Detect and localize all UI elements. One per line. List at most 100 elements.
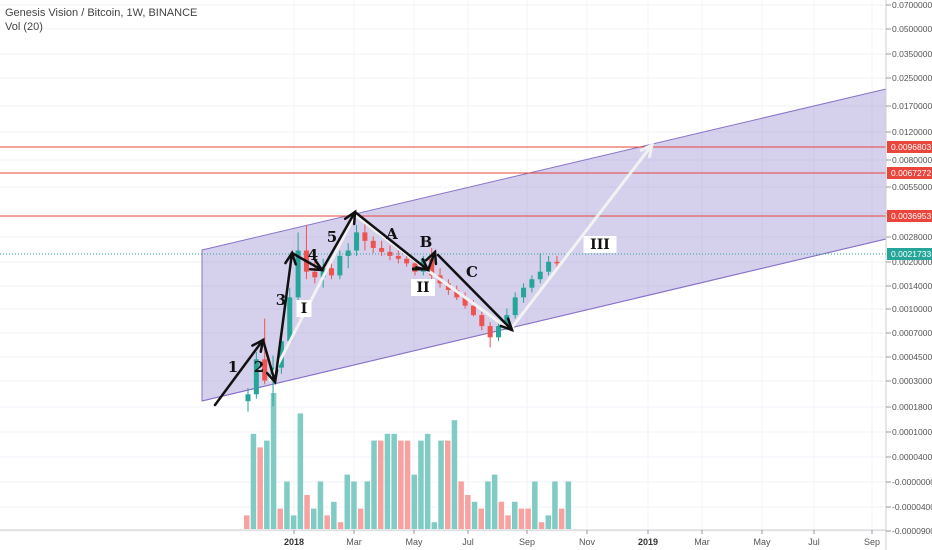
wave-label-box — [583, 236, 617, 253]
volume-bar — [304, 495, 310, 529]
time-tick-label: Mar — [346, 537, 362, 547]
candle-body — [329, 268, 334, 276]
volume-bar — [498, 501, 505, 529]
volume-bar — [404, 440, 411, 529]
wave-label: II — [416, 280, 429, 296]
price-tick-label: 0.0010000 — [892, 304, 932, 314]
candle-body — [295, 250, 301, 298]
volume-bar — [371, 440, 377, 529]
volume-bars — [244, 393, 572, 529]
candle-body — [312, 271, 318, 278]
price-tags: 0.0096803 0.0067272 0.0036953 0.0021733 — [887, 141, 932, 260]
candle-body — [345, 250, 351, 256]
volume-bar — [257, 447, 263, 529]
price-tick-label: 0.0250000 — [892, 73, 932, 83]
wave-label: I — [301, 301, 308, 317]
volume-bar — [478, 508, 484, 529]
volume-bar — [445, 440, 451, 529]
price-tick-label: 0.0003000 — [892, 376, 932, 386]
time-tick-label: May — [753, 537, 771, 547]
price-tick-label: -0.0000000 — [892, 477, 932, 487]
price-axis[interactable]: 0.0700000 0.0500000 0.0350000 0.0250000 0.01… — [886, 0, 932, 536]
price-tick-label: 0.0007000 — [892, 328, 932, 338]
symbol-title[interactable]: Genesis Vision / Bitcoin, 1W, BINANCE — [5, 7, 198, 19]
volume-bar — [357, 508, 364, 529]
volume-bar — [565, 481, 572, 529]
volume-bar — [331, 501, 337, 529]
candle-body — [429, 258, 435, 276]
time-tick-label: 2018 — [284, 537, 304, 547]
candle-body — [479, 315, 485, 327]
channel-lower-edge — [201, 238, 887, 402]
candle-body — [454, 289, 460, 298]
volume-bar — [538, 522, 545, 529]
time-tick-label: May — [405, 537, 423, 547]
candle-body — [537, 271, 543, 280]
volume-bar — [545, 515, 551, 529]
price-tag — [887, 210, 932, 222]
volume-bar — [485, 481, 491, 529]
wave-label-box — [411, 279, 435, 296]
time-tick-label: Mar — [694, 537, 710, 547]
candle-body — [337, 255, 343, 276]
price-tick-label: 0.0020000 — [892, 257, 932, 267]
volume-bar — [384, 433, 391, 529]
wave-arrow-4 — [290, 251, 324, 272]
candle-body — [404, 258, 410, 264]
volume-bar — [264, 440, 270, 529]
wave-arrow-5 — [320, 210, 357, 272]
price-tick-label: 0.0001000 — [892, 427, 932, 437]
wave-arrow-2 — [261, 338, 277, 384]
time-axis[interactable]: 2018 Mar May Jul Sep Nov 2019 Mar May Jul Sep — [284, 530, 880, 547]
wave-label: 1 — [228, 358, 238, 376]
candle-body — [262, 359, 268, 381]
price-tick-label: -0.0000900 — [892, 526, 932, 536]
price-tick-label: 0.0001800 — [892, 402, 932, 412]
price-tag — [887, 141, 932, 153]
price-tick-label: 0.0080000 — [892, 155, 932, 165]
volume-bar — [250, 433, 257, 529]
candle-body — [362, 232, 368, 241]
price-tick-label: 0.0004500 — [892, 352, 932, 362]
wave-label: 5 — [327, 228, 337, 246]
price-tick-label: 0.0350000 — [892, 49, 932, 59]
candle-body — [470, 305, 476, 316]
volume-bar — [438, 440, 444, 529]
price-tick-label: 0.0700000 — [892, 0, 932, 10]
time-tick-label: 2019 — [638, 537, 658, 547]
candle-body — [529, 279, 535, 288]
volume-indicator-label[interactable]: Vol (20) — [5, 21, 43, 33]
time-tick-label: Nov — [579, 537, 596, 547]
candle-body — [546, 261, 552, 272]
volume-bar — [512, 501, 518, 529]
volume-bar — [244, 515, 250, 529]
time-tick-label: Jul — [808, 537, 820, 547]
candle-body — [487, 326, 493, 338]
price-tick-label: 0.0120000 — [892, 127, 932, 137]
volume-bar — [465, 495, 471, 529]
wave-label: 3 — [276, 291, 286, 309]
volume-bar — [270, 393, 277, 529]
volume-bar — [558, 508, 565, 529]
volume-bar — [337, 522, 344, 529]
chart-legend: Genesis Vision / Bitcoin, 1W, BINANCE Vo… — [5, 6, 197, 34]
price-tag-label: 0.0036953 — [891, 211, 931, 221]
volume-bar — [552, 481, 558, 529]
wave-arrow-c-head — [499, 317, 515, 333]
price-tag — [887, 248, 932, 260]
candle-body — [512, 297, 518, 316]
price-tag-label: 0.0067272 — [891, 168, 931, 178]
candle-body — [554, 261, 560, 264]
projection-arrow-head — [639, 142, 655, 159]
wave-arrow-3 — [273, 251, 294, 384]
volume-bar — [297, 413, 304, 529]
wave-arrow-c — [436, 253, 514, 332]
volume-bar — [391, 433, 397, 529]
price-tick-label: -0.0000400 — [892, 502, 932, 512]
wave-label: 4 — [308, 246, 318, 264]
candle-body — [320, 268, 326, 278]
volume-bar — [311, 508, 317, 529]
candle-body — [504, 315, 510, 327]
